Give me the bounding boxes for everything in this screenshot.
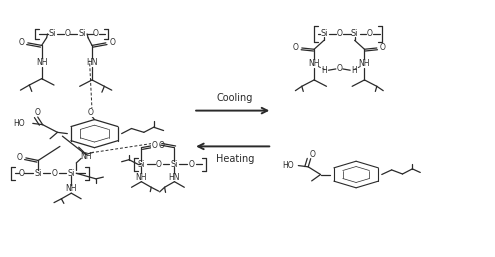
Text: Si: Si [138,160,145,169]
Text: O: O [159,141,164,150]
Text: O: O [367,29,373,39]
Text: O: O [337,29,343,39]
Text: O: O [293,43,299,52]
Text: NH: NH [65,184,77,193]
Text: HO: HO [282,161,294,170]
Text: O: O [93,29,99,39]
Text: O: O [18,38,24,47]
Text: HO: HO [14,119,25,128]
Text: H: H [351,67,357,76]
Text: Cooling: Cooling [217,93,253,103]
Text: O: O [309,150,315,159]
Text: O: O [18,169,24,178]
Text: O: O [189,160,195,169]
Text: O: O [380,43,386,52]
Text: Si: Si [68,169,75,178]
Text: Si: Si [35,169,42,178]
Text: O: O [64,29,70,39]
Text: O: O [109,38,115,47]
Text: Si: Si [78,29,86,39]
Text: O: O [337,64,342,73]
Text: O: O [88,108,94,117]
Text: NH: NH [308,59,320,68]
Text: H: H [322,67,327,76]
Text: Si: Si [171,160,178,169]
Text: Heating: Heating [216,154,254,164]
Text: HN: HN [169,172,180,181]
Text: O: O [52,169,58,178]
Text: O: O [156,160,161,169]
Text: NH: NH [359,59,370,68]
Text: HN: HN [86,58,98,67]
Text: Si: Si [351,29,358,39]
Text: O: O [35,108,41,117]
Text: NH: NH [36,58,48,67]
Text: NH: NH [80,152,92,161]
Text: O: O [16,153,22,162]
Text: Si: Si [49,29,56,39]
Text: NH: NH [136,172,147,181]
Text: O: O [151,141,157,150]
Text: Si: Si [320,29,328,39]
